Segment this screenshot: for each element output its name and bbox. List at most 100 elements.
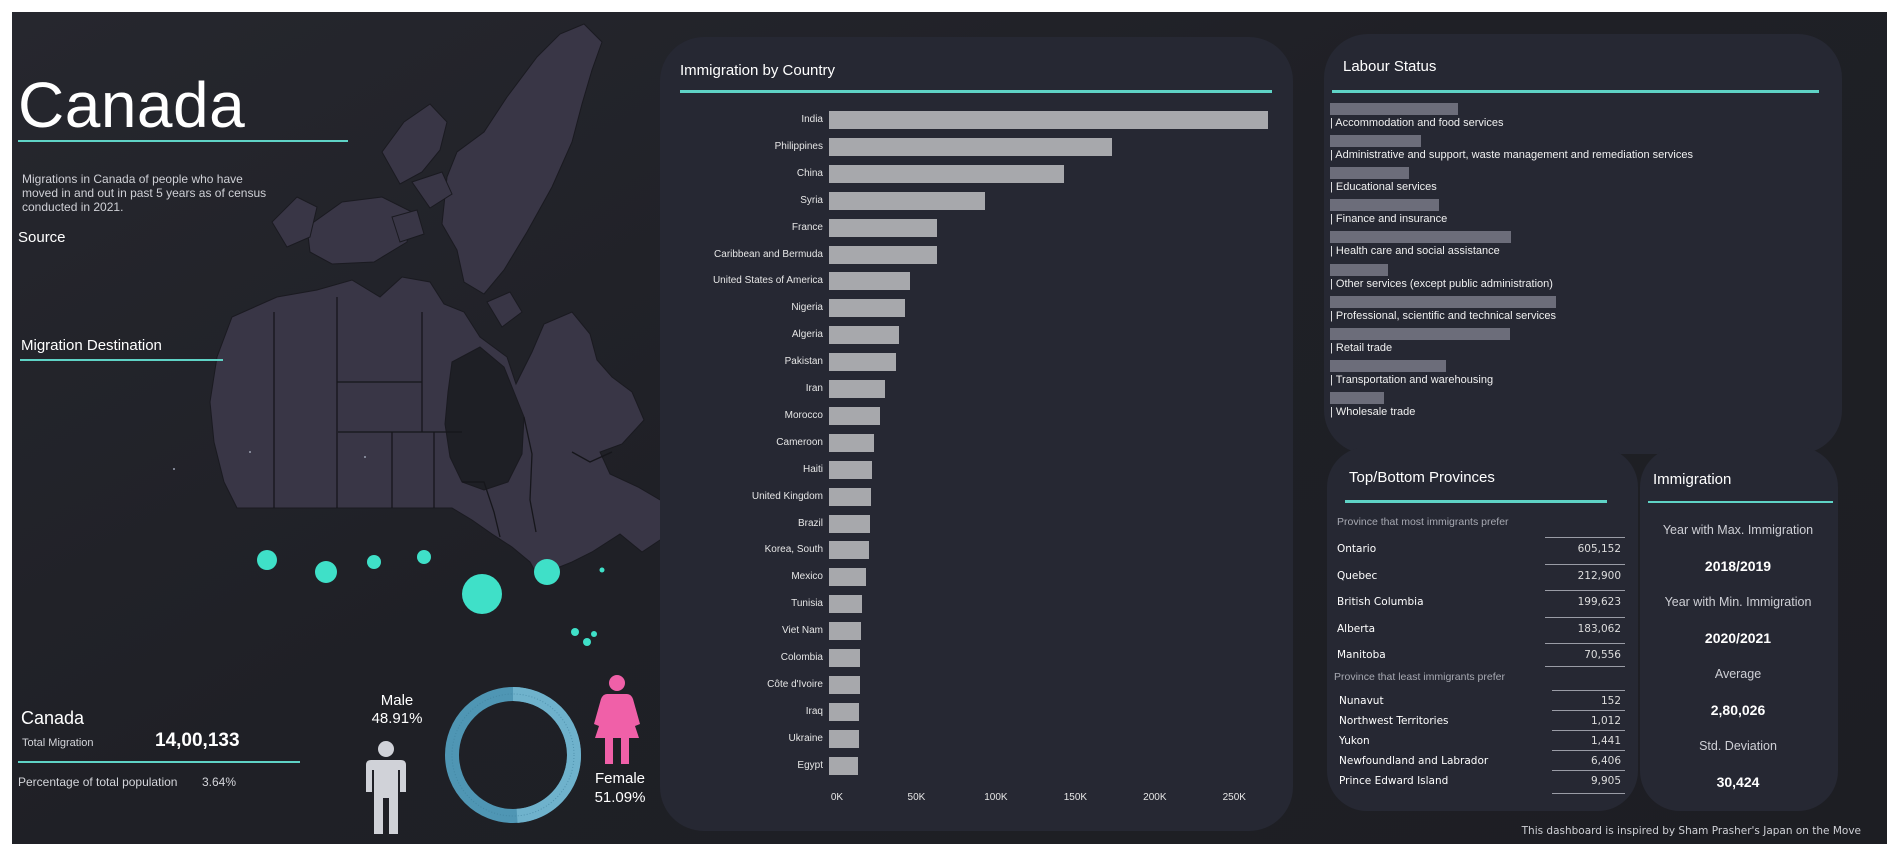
country-bar-algeria[interactable] [829,326,899,345]
country-label-morocco: Morocco [784,409,823,421]
labour-bar-chart[interactable] [12,12,13,13]
labour-label-health-care-and-social-assistance: | Health care and social assistance [1330,245,1500,258]
country-label-korea-south: Korea, South [764,544,823,556]
country-bar-morocco[interactable] [829,406,880,425]
country-label-brazil: Brazil [797,517,823,529]
province-top-value-alberta: 183,062 [1577,622,1621,635]
canada-map[interactable] [112,12,672,672]
country-bar-iraq[interactable] [829,702,860,721]
country-bar-nigeria[interactable] [829,299,906,318]
country-bar-france[interactable] [829,218,938,237]
province-bottom-value-newfoundland-and-labrador: 6,406 [1590,755,1621,767]
country-bar-tunisia[interactable] [829,595,863,614]
bubble-nova-scotia [583,638,591,646]
population-percentage-value: 3.64% [202,775,237,789]
labour-bar-retail-trade[interactable] [1330,327,1510,340]
female-label: Female [594,770,646,787]
country-bar-india[interactable] [829,111,1268,129]
labour-status-panel [1324,34,1842,454]
province-top-name-manitoba: Manitoba [1337,649,1386,661]
labour-label-retail-trade: | Retail trade [1330,341,1393,354]
immigration-stats-panel [1640,447,1838,811]
province-bottom-divider [1552,793,1625,794]
bubble-yukon [173,468,175,470]
male-icon [366,741,406,834]
max-year-label: Year with Max. Immigration [1662,523,1814,537]
province-top-value-british-columbia: 199,623 [1577,596,1621,608]
bubble-british-columbia [257,550,277,570]
max-year-value: 2018/2019 [1704,558,1772,574]
country-label-ukraine: Ukraine [788,732,823,744]
country-axis-tick-100k: 100K [984,792,1008,803]
country-bar-brazil[interactable] [829,514,871,533]
country-bar-haiti[interactable] [829,460,872,479]
country-bar-iran[interactable] [829,380,885,398]
country-bar-united-kingdom[interactable] [829,487,872,506]
province-bottom-name-nunavut: Nunavut [1339,695,1384,707]
female-percentage: 51.09% [594,789,646,806]
country-bar-egypt[interactable] [829,756,859,775]
page-description: Migrations in Canada of people who have … [22,172,267,214]
labour-bar-transportation-and-warehousing[interactable] [1330,359,1447,372]
country-label-syria: Syria [800,194,823,206]
bubble-quebec [534,559,560,585]
labour-bar-accommodation-and-food-services[interactable] [1330,103,1458,115]
country-bar-syria[interactable] [829,191,985,210]
labour-bar-finance-and-insurance[interactable] [1330,199,1439,212]
country-label-india: India [801,114,823,125]
country-bar-philippines[interactable] [829,137,1112,156]
country-label-viet-nam: Viet Nam [782,625,823,637]
province-top-divider [1545,616,1625,618]
country-bar-caribbean-and-bermuda[interactable] [829,245,938,264]
province-top-divider [1545,537,1625,538]
bubble-nwt [249,451,251,453]
page-title: Canada [18,69,246,141]
labour-bar-other-services-except-public-administration[interactable] [1330,263,1388,276]
country-axis-tick-250k: 250K [1222,792,1246,803]
country-label-cameroon: Cameroon [776,436,823,448]
province-bottom-name-prince-edward-island: Prince Edward Island [1339,775,1449,787]
country-bar-cameroon[interactable] [829,433,874,452]
provinces-title: Top/Bottom Provinces [1349,469,1495,486]
province-bottom-value-nunavut: 152 [1600,695,1621,707]
average-value: 2,80,026 [1710,702,1766,718]
province-bottom-divider [1552,770,1625,771]
labour-bar-wholesale-trade[interactable] [1330,391,1384,404]
footer-credit: This dashboard is inspired by Sham Prash… [1521,825,1861,837]
country-bar-korea-south[interactable] [829,541,869,560]
min-year-value: 2020/2021 [1704,630,1772,646]
labour-bar-professional-scientific-and-technical-services[interactable] [1330,295,1557,308]
labour-bar-educational-services[interactable] [1330,167,1409,180]
province-bottom-divider [1552,730,1625,731]
map-island-devon [411,171,453,209]
country-bar-viet-nam[interactable] [829,622,861,641]
country-bar-mexico[interactable] [829,568,866,587]
country-label-mexico: Mexico [791,571,823,583]
province-bottom-name-northwest-territories: Northwest Territories [1339,715,1449,727]
labour-label-wholesale-trade: | Wholesale trade [1330,405,1416,418]
country-bar-c-te-d-ivoire[interactable] [829,675,860,694]
map-island-victoria [306,196,413,265]
country-bar-colombia[interactable] [829,649,860,667]
source-link[interactable]: Source [18,229,66,246]
labour-bar-health-care-and-social-assistance[interactable] [1330,231,1512,244]
country-bar-pakistan[interactable] [829,353,896,372]
labour-status-underline [1332,90,1819,93]
country-label-china: China [796,167,823,179]
province-bottom-divider [1552,710,1625,711]
country-bar-united-states-of-america[interactable] [829,272,911,291]
gender-donut-chart[interactable] [438,680,588,830]
province-top-name-british-columbia: British Columbia [1337,596,1424,608]
country-label-algeria: Algeria [791,329,823,341]
country-label-caribbean-and-bermuda: Caribbean and Bermuda [714,248,823,260]
provinces-top-label: Province that most immigrants prefer [1337,516,1509,528]
labour-bar-administrative-and-support-waste-management-and-remediation-services[interactable] [1330,135,1421,148]
country-bar-china[interactable] [829,164,1065,183]
map-island-banks [271,196,318,248]
labour-label-accommodation-and-food-services: | Accommodation and food services [1330,117,1504,129]
country-bar-ukraine[interactable] [829,729,860,748]
map-mainland [209,276,672,585]
bubble-newfoundland [599,567,605,573]
province-top-name-ontario: Ontario [1337,543,1377,555]
summary-underline [18,761,300,763]
